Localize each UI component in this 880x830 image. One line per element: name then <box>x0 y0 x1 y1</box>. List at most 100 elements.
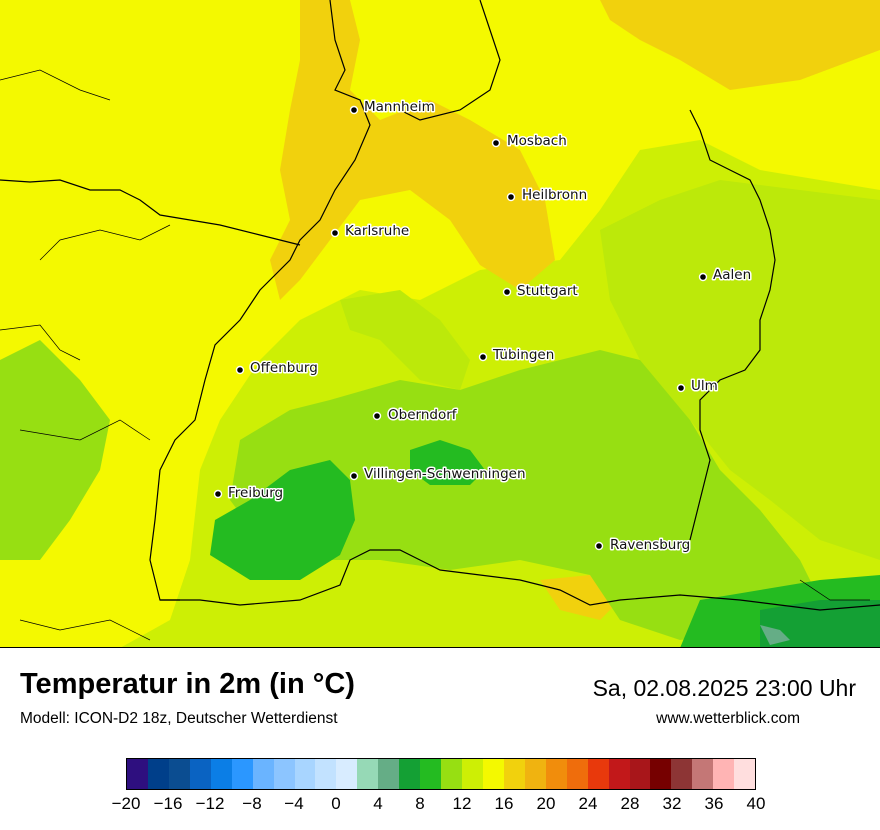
city-dot <box>235 365 245 375</box>
city-label: Ulm <box>691 378 718 394</box>
color-swatch <box>210 759 232 789</box>
color-swatch <box>147 759 169 789</box>
district-line-5 <box>799 579 870 601</box>
city-label: Aalen <box>713 267 751 283</box>
city-tuebingen: Tübingen <box>478 346 556 365</box>
temp-zone-12-west <box>0 340 110 560</box>
color-swatch <box>189 759 211 789</box>
temp-zone-13-center <box>340 290 470 390</box>
scale-tick-label: −16 <box>153 794 183 813</box>
color-swatch <box>545 759 567 789</box>
city-offenburg: Offenburg <box>235 359 319 378</box>
border-line-rhine <box>0 179 301 246</box>
color-swatch <box>524 759 546 789</box>
scale-tick-label: 16 <box>494 794 514 813</box>
forecast-datetime: Sa, 02.08.2025 23:00 Uhr <box>592 675 856 701</box>
temperature-map-svg: Mannheim Mosbach Heilbronn Karlsruhe Aal… <box>0 0 880 647</box>
color-swatch <box>587 759 609 789</box>
temp-zone-9-baar <box>410 440 485 485</box>
city-dot <box>330 228 340 238</box>
scale-tick-label: 12 <box>452 794 472 813</box>
scale-tick-label: 40 <box>746 794 766 813</box>
temp-zone-9-blackforest <box>210 460 355 580</box>
district-borders <box>0 69 870 641</box>
city-mannheim: Mannheim <box>349 98 436 117</box>
temp-zone-16 <box>0 0 880 647</box>
color-swatch <box>629 759 651 789</box>
color-swatch <box>127 759 148 789</box>
city-aalen: Aalen <box>698 266 753 285</box>
color-swatch <box>482 759 504 789</box>
city-stuttgart: Stuttgart <box>502 282 579 301</box>
city-label: Villingen-Schwenningen <box>364 466 526 482</box>
city-karlsruhe: Karlsruhe <box>330 222 411 241</box>
color-swatch <box>420 759 442 789</box>
city-label: Offenburg <box>250 360 318 376</box>
city-dot <box>478 352 488 362</box>
scale-tick-label: 36 <box>704 794 724 813</box>
color-swatch <box>399 759 421 789</box>
website-link[interactable]: www.wetterblick.com <box>656 710 800 727</box>
city-freiburg: Freiburg <box>213 484 285 503</box>
border-line-northeast <box>399 0 501 121</box>
city-label: Freiburg <box>228 485 283 501</box>
scale-tick-label: 8 <box>415 794 425 813</box>
city-label: Oberndorf <box>388 407 458 423</box>
color-swatch <box>294 759 316 789</box>
scale-tick-label: 28 <box>620 794 640 813</box>
border-line-east <box>689 109 776 541</box>
city-label: Ravensburg <box>610 537 690 553</box>
color-scale-ticks: −20 −16 −12 −8 −4 0 4 8 12 16 20 24 28 32 36 40 <box>112 794 766 818</box>
city-heilbronn: Heilbronn <box>506 186 589 205</box>
city-ravensburg: Ravensburg <box>594 536 692 555</box>
color-swatch <box>378 759 400 789</box>
city-dot <box>491 138 501 148</box>
city-label: Karlsruhe <box>345 223 409 239</box>
scale-tick-label: −8 <box>242 794 262 813</box>
city-dot <box>698 272 708 282</box>
color-swatch <box>671 759 693 789</box>
city-mosbach: Mosbach <box>491 132 568 151</box>
color-scale-bar <box>126 758 756 790</box>
city-dot <box>502 287 512 297</box>
model-source: Modell: ICON-D2 18z, Deutscher Wetterdie… <box>20 710 338 727</box>
color-swatch <box>273 759 295 789</box>
city-dot <box>594 541 604 551</box>
border-line-north <box>149 0 371 601</box>
color-swatch <box>252 759 274 789</box>
temp-zone-7-alps <box>760 600 880 647</box>
color-swatch <box>713 759 735 789</box>
temp-zone-13-east <box>600 180 880 560</box>
city-dot <box>349 105 359 115</box>
district-line-2 <box>0 69 111 101</box>
color-swatch <box>231 759 253 789</box>
color-swatch <box>734 759 756 789</box>
city-villingen-schwenningen: Villingen-Schwenningen <box>349 465 527 484</box>
district-line-1 <box>0 324 81 361</box>
district-line-6 <box>19 619 151 641</box>
city-dot <box>213 489 223 499</box>
scale-tick-label: 24 <box>578 794 598 813</box>
scale-tick-label: −20 <box>111 794 141 813</box>
district-line-3 <box>39 224 171 261</box>
temp-zone-12-swabian <box>230 350 820 640</box>
temp-zone-5-peaks <box>760 625 790 645</box>
scale-tick-label: 32 <box>662 794 682 813</box>
temp-zone-18-rhine <box>270 0 555 300</box>
scale-tick-label: 0 <box>331 794 341 813</box>
color-swatch <box>692 759 714 789</box>
city-label: Mosbach <box>507 133 567 149</box>
city-dot <box>676 383 686 393</box>
scale-tick-label: 4 <box>373 794 383 813</box>
color-swatch <box>336 759 358 789</box>
color-swatch <box>168 759 190 789</box>
map-title: Temperatur in 2m (in °C) <box>20 668 355 700</box>
color-swatch <box>608 759 630 789</box>
weather-map: Mannheim Mosbach Heilbronn Karlsruhe Aal… <box>0 0 880 648</box>
city-label: Stuttgart <box>517 283 578 299</box>
temp-zone-18-northeast <box>600 0 880 90</box>
color-swatch <box>503 759 525 789</box>
color-swatch <box>315 759 337 789</box>
color-swatch <box>441 759 462 789</box>
color-swatch <box>357 759 379 789</box>
